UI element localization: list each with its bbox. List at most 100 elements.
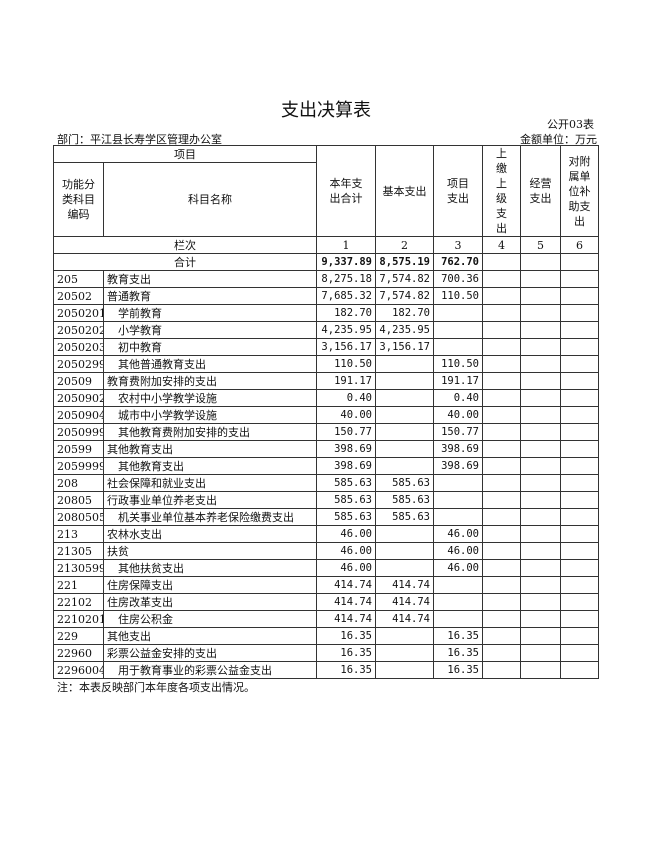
row-empty-cell [560,287,599,305]
row-empty-cell [560,270,599,288]
table-row: 221 住房保障支出 414.74 414.74 [53,576,599,594]
table-row: 20805 行政事业单位养老支出 585.63 585.63 [53,491,599,509]
table-row: 21305 扶贫 46.00 46.00 [53,542,599,560]
row-empty-cell [560,559,599,577]
row-name: 初中教育 [103,338,317,356]
row-empty-cell [520,423,561,441]
row-basic [375,525,434,543]
row-empty-cell [560,644,599,662]
row-code: 2050299 [53,355,104,373]
row-empty-cell [520,355,561,373]
row-basic [375,644,434,662]
row-project [433,474,483,492]
table-row: 20502 普通教育 7,685.32 7,574.82 110.50 [53,287,599,305]
row-project [433,576,483,594]
row-empty-cell [520,559,561,577]
row-name: 农林水支出 [103,525,317,543]
row-total: 8,275.18 [316,270,376,288]
row-name: 住房改革支出 [103,593,317,611]
row-empty-cell [520,627,561,645]
row-empty-cell [482,321,521,339]
row-project: 0.40 [433,389,483,407]
row-project [433,593,483,611]
row-total: 585.63 [316,474,376,492]
row-empty-cell [482,593,521,611]
row-total: 46.00 [316,542,376,560]
row-project: 16.35 [433,661,483,679]
col-index-2: 2 [375,236,434,254]
row-total: 46.00 [316,559,376,577]
row-empty-cell [560,593,599,611]
row-total: 191.17 [316,372,376,390]
header-item: 项目 [53,144,317,164]
row-total: 110.50 [316,355,376,373]
row-code: 2050202 [53,321,104,339]
row-code: 2296004 [53,661,104,679]
row-code: 2130599 [53,559,104,577]
row-empty-cell [482,372,521,390]
table-row: 2059999 其他教育支出 398.69 398.69 [53,457,599,475]
row-name: 彩票公益金安排的支出 [103,644,317,662]
row-name: 社会保障和就业支出 [103,474,317,492]
col-index-5: 5 [520,236,561,254]
footnote: 注：本表反映部门本年度各项支出情况。 [57,681,255,694]
row-empty-cell [482,627,521,645]
row-empty-cell [482,610,521,628]
row-empty-cell [520,542,561,560]
header-basic: 基本支出 [375,145,434,237]
row-basic [375,372,434,390]
row-basic [375,406,434,424]
row-empty-cell [560,423,599,441]
row-empty-cell [482,661,521,679]
row-project: 46.00 [433,542,483,560]
row-total: 7,685.32 [316,287,376,305]
table-row: 229 其他支出 16.35 16.35 [53,627,599,645]
col-index-1: 1 [316,236,376,254]
row-total: 16.35 [316,644,376,662]
row-empty-cell [482,270,521,288]
row-project: 110.50 [433,287,483,305]
row-empty-cell [482,508,521,526]
row-empty-cell [482,440,521,458]
row-empty-cell [482,576,521,594]
row-total: 414.74 [316,610,376,628]
row-name: 学前教育 [103,304,317,322]
row-empty-cell [520,576,561,594]
form-number: 公开03表 [547,118,594,131]
row-project: 40.00 [433,406,483,424]
row-code: 2059999 [53,457,104,475]
row-empty-cell [520,389,561,407]
row-empty-cell [520,525,561,543]
row-basic: 585.63 [375,474,434,492]
table-row: 22960 彩票公益金安排的支出 16.35 16.35 [53,644,599,662]
unit-label: 金额单位：万元 [520,133,597,146]
table-row: 2050902 农村中小学教学设施 0.40 0.40 [53,389,599,407]
row-empty-cell [560,406,599,424]
row-code: 2050203 [53,338,104,356]
row-empty-cell [482,287,521,305]
row-name: 普通教育 [103,287,317,305]
row-code: 213 [53,525,104,543]
row-basic: 414.74 [375,593,434,611]
row-name: 扶贫 [103,542,317,560]
row-name: 其他教育支出 [103,440,317,458]
row-code: 22102 [53,593,104,611]
row-empty-cell [560,321,599,339]
row-project: 191.17 [433,372,483,390]
row-code: 20599 [53,440,104,458]
row-project: 46.00 [433,525,483,543]
row-basic: 585.63 [375,508,434,526]
row-code: 2050904 [53,406,104,424]
row-empty-cell [560,508,599,526]
row-code: 2210201 [53,610,104,628]
row-project: 16.35 [433,644,483,662]
row-name: 行政事业单位养老支出 [103,491,317,509]
row-total: 16.35 [316,627,376,645]
row-empty-cell [520,270,561,288]
row-empty-cell [560,372,599,390]
table-row: 20509 教育费附加安排的支出 191.17 191.17 [53,372,599,390]
table-row: 208 社会保障和就业支出 585.63 585.63 [53,474,599,492]
row-empty-cell [560,389,599,407]
row-empty-cell [560,525,599,543]
row-project [433,321,483,339]
